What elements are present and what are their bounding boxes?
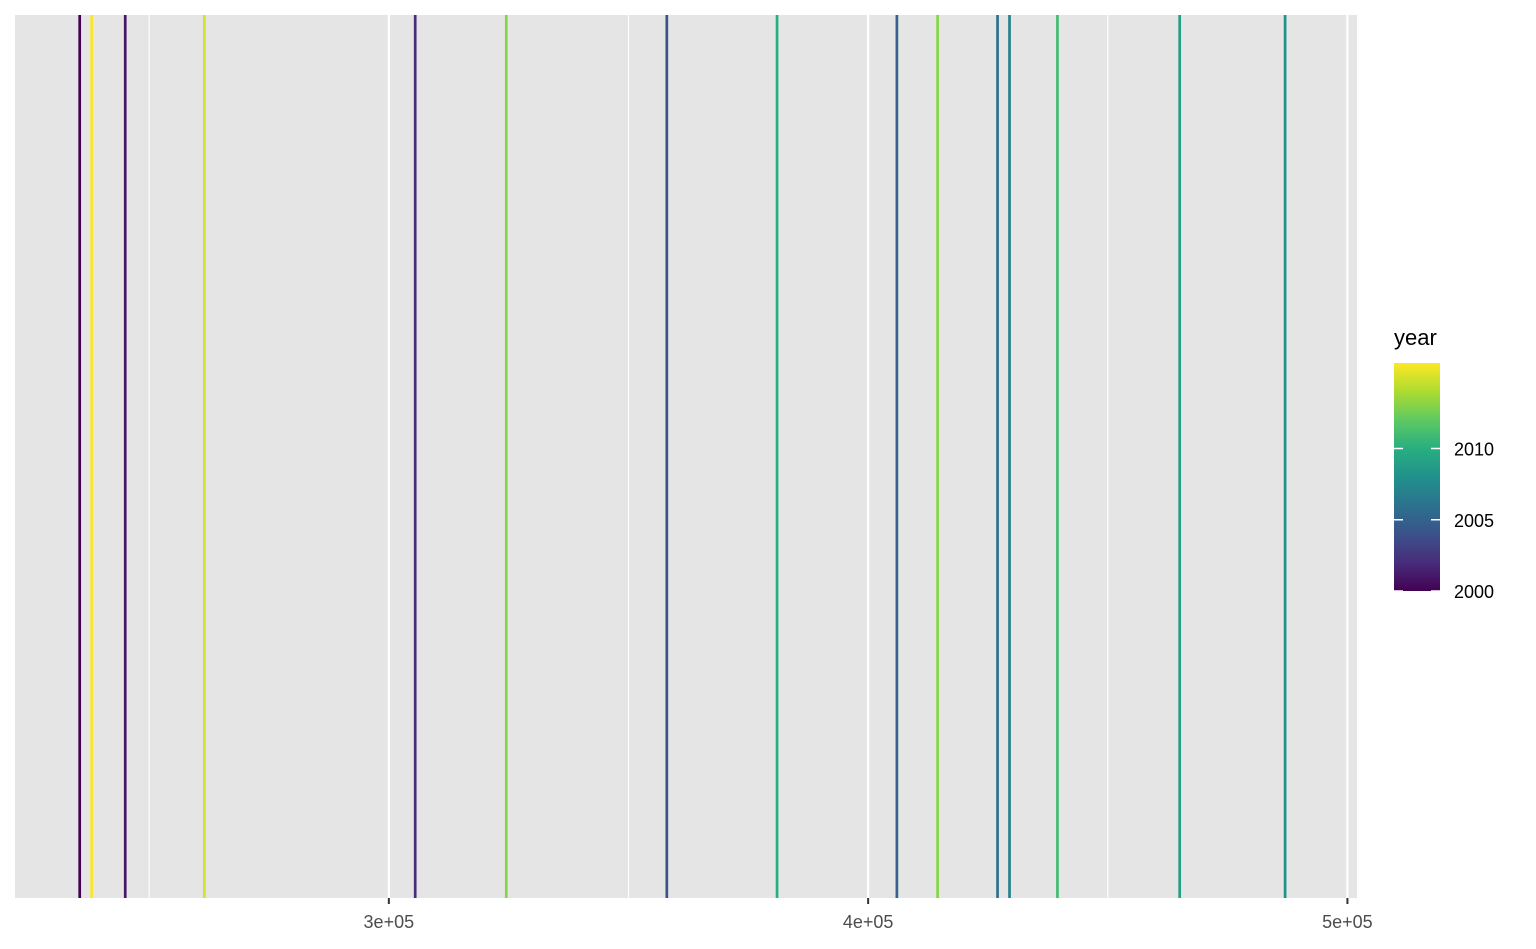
legend-title: year — [1394, 325, 1437, 350]
x-tick-label: 5e+05 — [1322, 912, 1373, 932]
vline-layer — [78, 15, 1287, 898]
legend: year 2000 2005 2010 — [1394, 325, 1494, 602]
major-gridlines — [387, 15, 1349, 898]
minor-gridlines — [148, 15, 1109, 898]
legend-label: 2005 — [1454, 511, 1494, 531]
x-tick-label: 4e+05 — [843, 912, 894, 932]
x-tick-label: 3e+05 — [364, 912, 415, 932]
legend-label: 2000 — [1454, 582, 1494, 602]
legend-label: 2010 — [1454, 440, 1494, 460]
legend-ticks: 2000 2005 2010 — [1394, 440, 1494, 602]
x-axis: 3e+05 4e+05 5e+05 — [364, 898, 1373, 932]
plot-panel — [15, 15, 1357, 898]
legend-colorbar — [1394, 363, 1440, 591]
